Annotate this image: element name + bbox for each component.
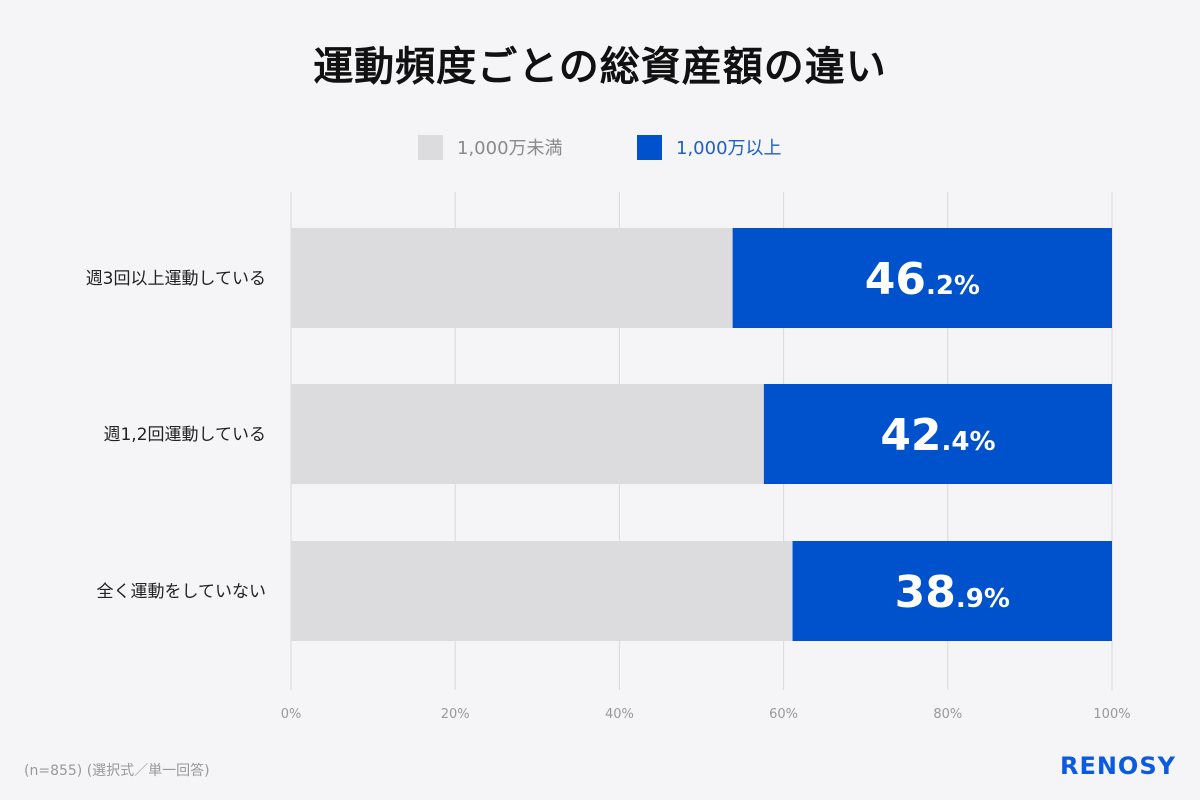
bar-segment-under-10m (291, 541, 793, 641)
bar-segment-under-10m (291, 228, 733, 328)
category-label: 全く運動をしていない (97, 582, 267, 602)
category-label: 週1,2回運動している (103, 425, 266, 445)
data-label-integer: 38 (895, 567, 956, 618)
data-label-decimal: .4% (942, 427, 996, 457)
data-label-decimal: .2% (926, 271, 980, 301)
data-label: 46.2% (865, 254, 980, 305)
data-label-integer: 46 (865, 254, 926, 305)
bar-segment-over-10m (763, 384, 1112, 484)
legend-item-under-10m: 1,000万未満 (418, 134, 563, 160)
data-label: 38.9% (895, 567, 1010, 618)
legend-label: 1,000万未満 (457, 138, 563, 159)
x-tick-label: 60% (769, 707, 798, 722)
x-tick-label: 20% (441, 707, 470, 722)
legend-swatch (637, 134, 662, 160)
category-label: 週3回以上運動している (86, 269, 266, 289)
renosy-logo: RENOSY (1059, 752, 1176, 780)
bar-segment-under-10m (291, 384, 764, 484)
legend-swatch (418, 134, 443, 160)
legend-label: 1,000万以上 (676, 138, 782, 159)
x-tick-label: 80% (933, 707, 962, 722)
data-label: 42.4% (880, 410, 995, 461)
bar-segment-over-10m (792, 541, 1112, 641)
x-tick-label: 40% (605, 707, 634, 722)
bar-segment-over-10m (732, 228, 1112, 328)
chart-title: 運動頻度ごとの総資産額の違い (313, 44, 887, 90)
footnote: (n=855) (選択式／単一回答) (24, 763, 210, 779)
x-tick-label: 100% (1093, 707, 1130, 722)
x-tick-label: 0% (281, 707, 302, 722)
data-label-decimal: .9% (956, 584, 1010, 614)
data-label-integer: 42 (880, 410, 941, 461)
legend-item-over-10m: 1,000万以上 (637, 134, 782, 160)
